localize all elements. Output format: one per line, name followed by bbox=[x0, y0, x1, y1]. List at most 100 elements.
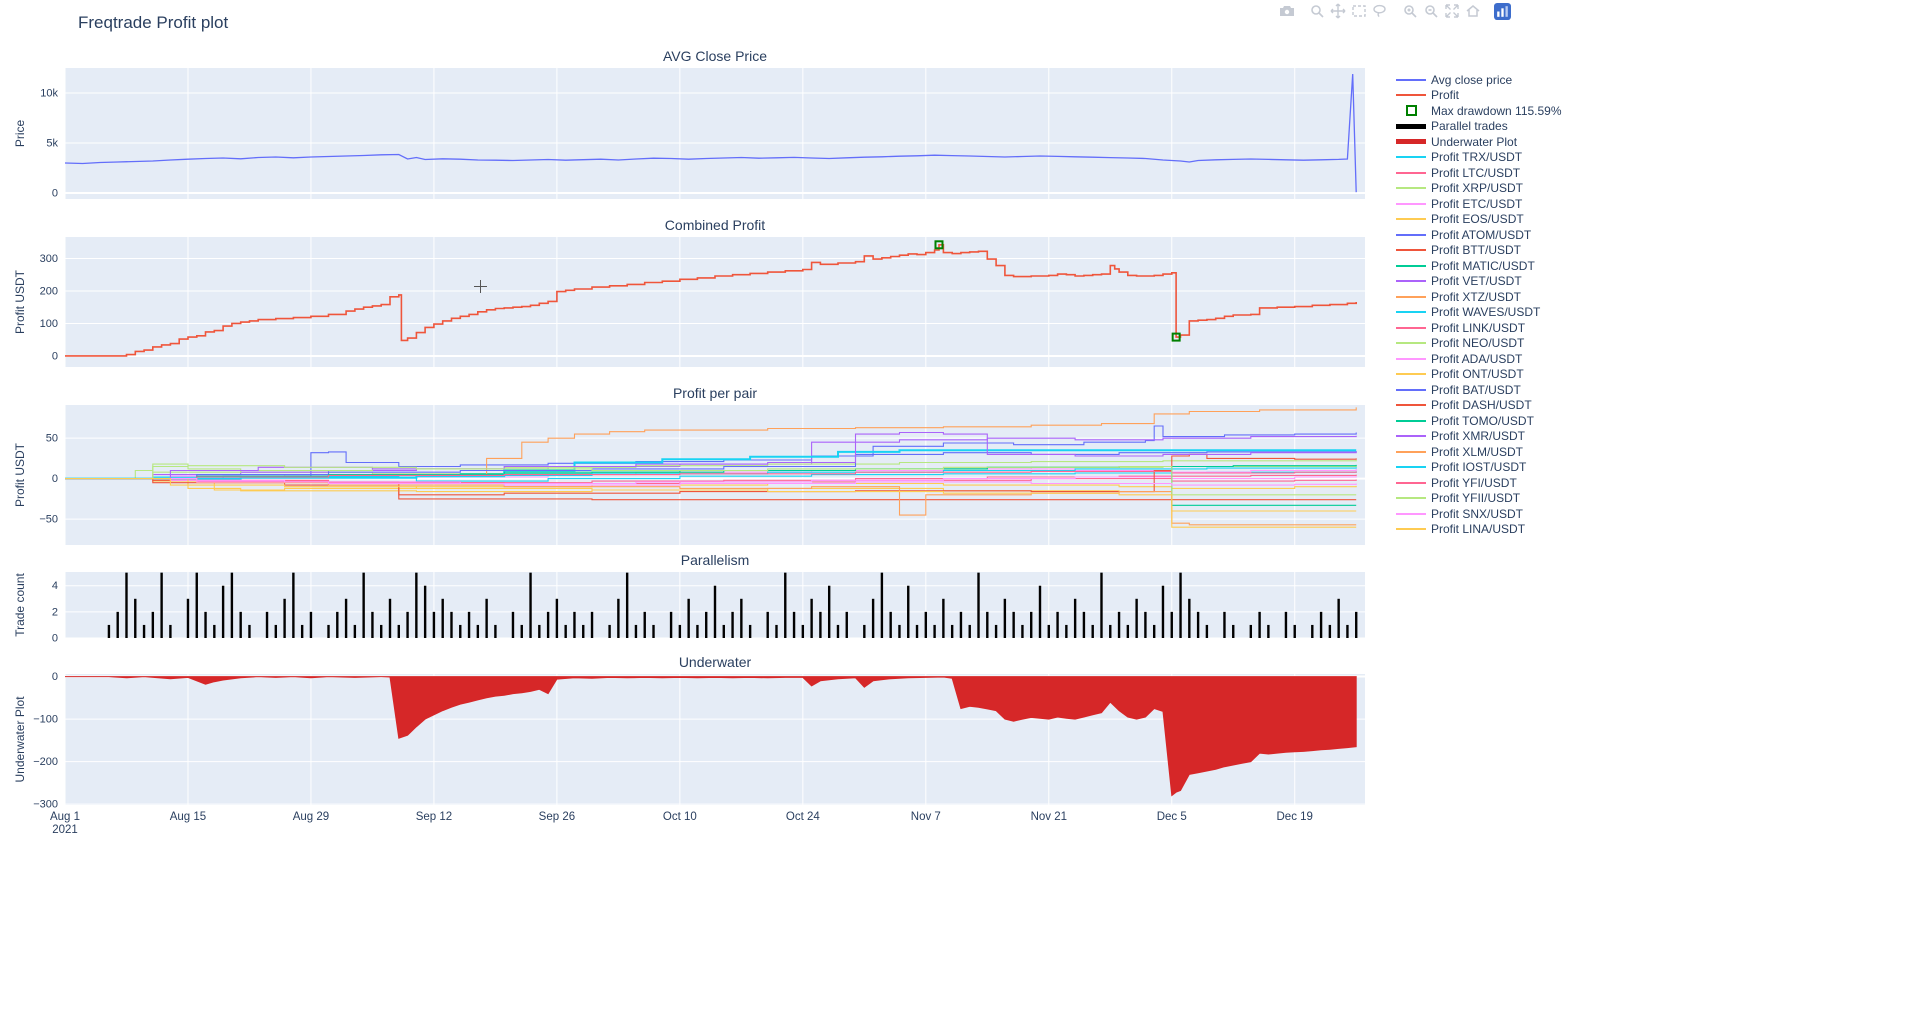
legend-item[interactable]: Profit ONT/USDT bbox=[1396, 367, 1562, 383]
legend-line-sample bbox=[1396, 388, 1426, 391]
legend-line-sample bbox=[1396, 373, 1426, 376]
x-tick-label: Nov 7 bbox=[911, 811, 941, 823]
legend-label: Profit ETC/USDT bbox=[1431, 196, 1523, 211]
legend-item[interactable]: Underwater Plot bbox=[1396, 134, 1562, 150]
legend-item[interactable]: Profit XMR/USDT bbox=[1396, 429, 1562, 445]
subplot-title: Profit per pair bbox=[673, 385, 757, 401]
zoom-in-button[interactable] bbox=[1399, 2, 1420, 20]
legend-label: Profit XTZ/USDT bbox=[1431, 289, 1522, 304]
legend-item[interactable]: Profit BAT/USDT bbox=[1396, 382, 1562, 398]
legend-item[interactable]: Profit ATOM/USDT bbox=[1396, 227, 1562, 243]
legend-item[interactable]: Profit WAVES/USDT bbox=[1396, 305, 1562, 321]
legend-item[interactable]: Profit IOST/USDT bbox=[1396, 460, 1562, 476]
zoom-out-icon bbox=[1424, 5, 1438, 18]
legend-item[interactable]: Profit SNX/USDT bbox=[1396, 506, 1562, 522]
legend-label: Underwater Plot bbox=[1431, 134, 1518, 149]
legend-item[interactable]: Profit YFII/USDT bbox=[1396, 491, 1562, 507]
y-tick-label: −200 bbox=[33, 756, 58, 768]
legend-item[interactable]: Avg close price bbox=[1396, 72, 1562, 88]
legend-item[interactable]: Profit XLM/USDT bbox=[1396, 444, 1562, 460]
lasso-select-button[interactable] bbox=[1369, 2, 1390, 20]
series-line bbox=[65, 467, 1357, 480]
legend-label: Profit EOS/USDT bbox=[1431, 212, 1524, 227]
series-line bbox=[65, 478, 1357, 491]
legend-label: Profit ATOM/USDT bbox=[1431, 227, 1532, 242]
legend-item[interactable]: Profit NEO/USDT bbox=[1396, 336, 1562, 352]
download-png-button[interactable] bbox=[1276, 2, 1297, 20]
y-tick-label: 10k bbox=[40, 88, 58, 100]
series-line bbox=[65, 463, 1357, 496]
legend-label: Profit BAT/USDT bbox=[1431, 382, 1521, 397]
x-tick-label: Sep 26 bbox=[539, 811, 575, 823]
legend-line-sample bbox=[1396, 139, 1426, 145]
y-axis-title: Underwater Plot bbox=[13, 696, 27, 783]
legend-item[interactable]: Profit BTT/USDT bbox=[1396, 243, 1562, 259]
x-tick-label: Aug 15 bbox=[170, 811, 206, 823]
legend-line-sample bbox=[1396, 156, 1426, 159]
max-drawdown-marker bbox=[1171, 332, 1181, 342]
zoom-button[interactable] bbox=[1306, 2, 1327, 20]
pan-button[interactable] bbox=[1327, 2, 1348, 20]
legend-line-sample bbox=[1396, 78, 1426, 81]
legend-item[interactable]: Profit LINA/USDT bbox=[1396, 522, 1562, 538]
y-tick-label: 0 bbox=[52, 633, 58, 645]
plotly-logo-button[interactable] bbox=[1492, 2, 1513, 20]
legend-line-sample bbox=[1396, 497, 1426, 500]
legend-item[interactable]: Profit LINK/USDT bbox=[1396, 320, 1562, 336]
x-tick-label: Dec 5 bbox=[1157, 811, 1187, 823]
series-line bbox=[64, 73, 1357, 193]
pan-icon bbox=[1330, 3, 1345, 19]
x-tick-label: Sep 12 bbox=[416, 811, 452, 823]
legend-line-sample bbox=[1396, 187, 1426, 190]
autoscale-button[interactable] bbox=[1441, 2, 1462, 20]
reset-axes-button[interactable] bbox=[1462, 2, 1483, 20]
legend-line-sample bbox=[1396, 481, 1426, 484]
legend-item[interactable]: Profit EOS/USDT bbox=[1396, 212, 1562, 228]
legend-line-sample bbox=[1396, 326, 1426, 329]
legend-line-sample bbox=[1396, 528, 1426, 531]
legend-item[interactable]: Profit ADA/USDT bbox=[1396, 351, 1562, 367]
legend-item[interactable]: Max drawdown 115.59% bbox=[1396, 103, 1562, 119]
legend-item[interactable]: Profit XRP/USDT bbox=[1396, 181, 1562, 197]
legend-label: Profit NEO/USDT bbox=[1431, 336, 1525, 351]
camera-icon bbox=[1279, 6, 1294, 16]
legend-label: Profit BTT/USDT bbox=[1431, 243, 1522, 258]
legend-label: Profit YFI/USDT bbox=[1431, 475, 1517, 490]
series-line bbox=[65, 453, 1357, 496]
legend-label: Profit LINA/USDT bbox=[1431, 522, 1526, 537]
y-tick-label: 200 bbox=[40, 285, 58, 297]
legend-line-sample bbox=[1396, 280, 1426, 283]
y-tick-label: 0 bbox=[52, 671, 58, 683]
plot-pane bbox=[65, 237, 1365, 367]
legend-line-sample bbox=[1396, 202, 1426, 205]
legend-item[interactable]: Profit XTZ/USDT bbox=[1396, 289, 1562, 305]
series-line bbox=[65, 451, 1357, 480]
legend-item[interactable]: Profit LTC/USDT bbox=[1396, 165, 1562, 181]
y-tick-label: 300 bbox=[40, 253, 58, 265]
y-tick-label: 2 bbox=[52, 606, 58, 618]
legend-label: Profit LINK/USDT bbox=[1431, 320, 1526, 335]
y-tick-label: −100 bbox=[33, 714, 58, 726]
legend-item[interactable]: Profit MATIC/USDT bbox=[1396, 258, 1562, 274]
zoom-out-button[interactable] bbox=[1420, 2, 1441, 20]
legend-item[interactable]: Profit DASH/USDT bbox=[1396, 398, 1562, 414]
plot-pane bbox=[65, 68, 1365, 199]
legend-item[interactable]: Profit bbox=[1396, 88, 1562, 104]
x-tick-label: Aug 29 bbox=[293, 811, 329, 823]
legend-item[interactable]: Profit YFI/USDT bbox=[1396, 475, 1562, 491]
legend-item[interactable]: Profit TRX/USDT bbox=[1396, 150, 1562, 166]
box-select-button[interactable] bbox=[1348, 2, 1369, 20]
underwater-area bbox=[65, 676, 1357, 797]
series-line bbox=[65, 407, 1357, 480]
legend-label: Parallel trades bbox=[1431, 119, 1508, 134]
lasso-select-icon bbox=[1372, 4, 1386, 18]
legend-item[interactable]: Parallel trades bbox=[1396, 119, 1562, 135]
y-tick-label: −300 bbox=[33, 799, 58, 811]
legend-item[interactable]: Profit VET/USDT bbox=[1396, 274, 1562, 290]
modebar bbox=[1276, 2, 1513, 20]
legend-item[interactable]: Profit ETC/USDT bbox=[1396, 196, 1562, 212]
y-axis-title: Profit USDT bbox=[13, 442, 27, 507]
legend-label: Profit DASH/USDT bbox=[1431, 398, 1532, 413]
legend-item[interactable]: Profit TOMO/USDT bbox=[1396, 413, 1562, 429]
